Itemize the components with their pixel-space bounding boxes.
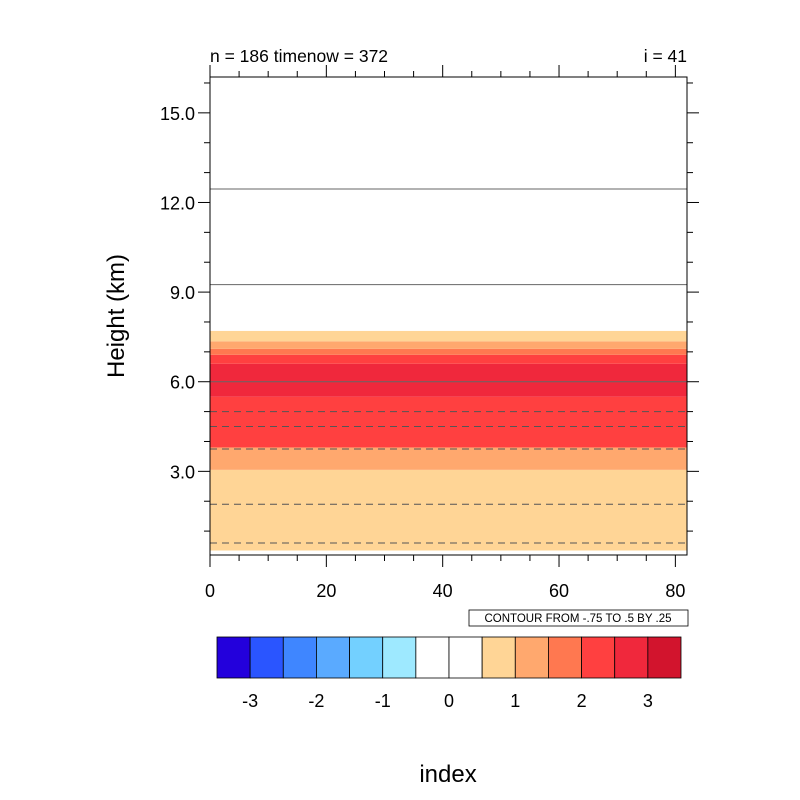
colorbar-swatch [382, 636, 417, 679]
colorbar-tick-label: -2 [308, 691, 324, 711]
colorbar-swatch [448, 636, 483, 679]
y-tick-label: 9.0 [170, 283, 195, 303]
colorbar-swatch [216, 636, 251, 679]
fill-band [210, 354, 687, 364]
colorbar-swatch [548, 636, 582, 679]
colorbar-tick-label: 2 [577, 691, 587, 711]
colorbar-tick-label: 3 [643, 691, 653, 711]
y-axis-label: Height (km) [103, 254, 130, 378]
contour-info-box: CONTOUR FROM -.75 TO .5 BY .25 [468, 609, 689, 627]
x-tick-label: 20 [316, 581, 336, 601]
colorbar-swatch [481, 636, 516, 679]
fill-band [210, 341, 687, 349]
fill-band [210, 363, 687, 397]
x-tick-label: 80 [665, 581, 685, 601]
x-axis-label: index [419, 761, 476, 788]
title-right: i = 41 [644, 46, 687, 66]
fill-band [210, 447, 687, 470]
colorbar-swatch [647, 636, 682, 679]
colorbar: -3 -2 -1 0 1 2 3 [216, 636, 682, 711]
colorbar-swatch [316, 636, 350, 679]
colorbar-tick-label: 1 [510, 691, 520, 711]
colorbar-swatch [614, 636, 649, 679]
colorbar-swatch [581, 636, 616, 679]
axis-ticks: 0 20 40 60 80 3.0 6.0 9.0 12.0 15.0 [160, 65, 699, 601]
colorbar-swatch [514, 636, 549, 679]
y-tick-label: 15.0 [160, 104, 195, 124]
colorbar-tick-label: -1 [375, 691, 391, 711]
fill-band [210, 469, 687, 551]
fill-band [210, 348, 687, 355]
title-left: n = 186 timenow = 372 [210, 46, 388, 66]
contour-info-text: CONTOUR FROM -.75 TO .5 BY .25 [484, 613, 671, 625]
colorbar-swatch [349, 636, 384, 679]
colorbar-swatch [249, 636, 284, 679]
colorbar-swatch [415, 636, 450, 679]
y-tick-label: 6.0 [170, 373, 195, 393]
colorbar-swatch [282, 636, 317, 679]
fill-band [210, 396, 687, 448]
colorbar-tick-label: 0 [444, 691, 454, 711]
y-tick-label: 3.0 [170, 462, 195, 482]
fill-bands [210, 330, 687, 551]
colorbar-tick-label: -3 [242, 691, 258, 711]
x-tick-label: 40 [433, 581, 453, 601]
x-tick-label: 60 [549, 581, 569, 601]
contour-lines [210, 188, 687, 544]
x-tick-label: 0 [205, 581, 215, 601]
y-tick-label: 12.0 [160, 193, 195, 213]
fill-band [210, 330, 687, 342]
plot-frame [209, 76, 688, 556]
